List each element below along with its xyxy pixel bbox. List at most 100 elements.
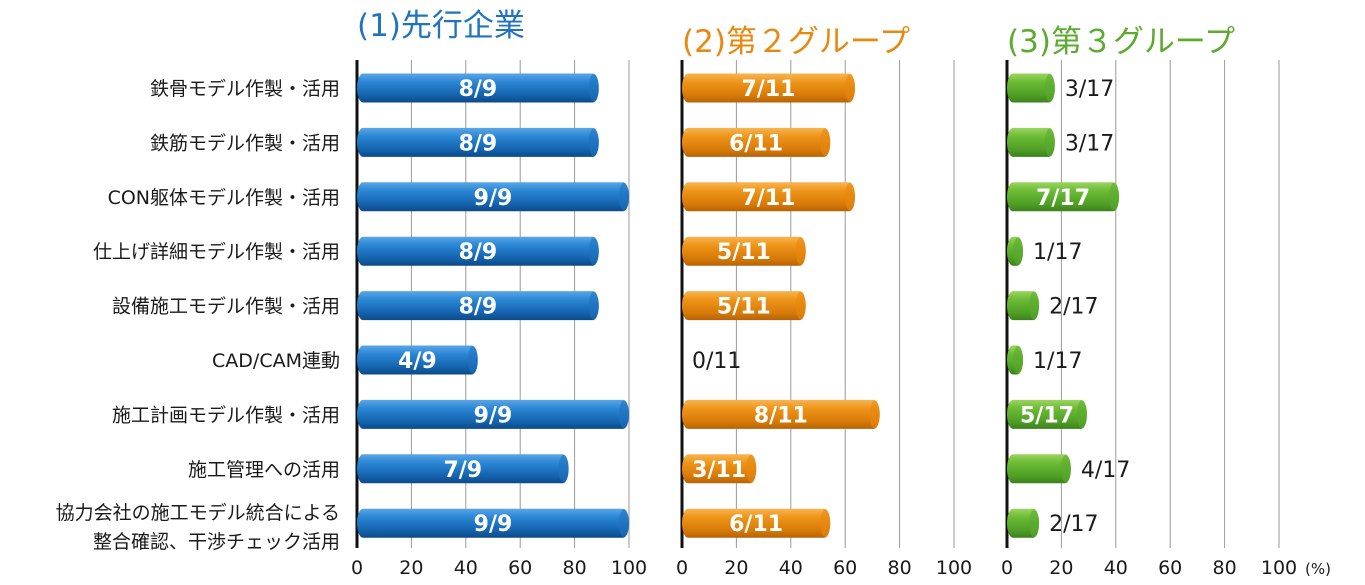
bar-data-label: 7/9 <box>443 458 482 483</box>
x-tick-label: 60 <box>833 557 857 579</box>
bar-end-cap <box>619 509 629 538</box>
bar-end-cap <box>588 74 599 102</box>
bar-end-cap <box>1060 454 1071 483</box>
bar-data-label: 9/9 <box>474 403 513 428</box>
bar <box>357 454 569 484</box>
category-label: 施工管理への活用 <box>188 459 340 481</box>
x-tick-label: 80 <box>1213 557 1237 579</box>
bar <box>682 399 880 429</box>
bar-data-label: 4/9 <box>398 349 437 374</box>
bar-end-cap <box>844 182 855 211</box>
x-unit-label: (%) <box>1305 560 1331 578</box>
bar-end-cap <box>558 454 569 483</box>
bar-end-cap <box>619 182 629 211</box>
bar <box>1007 182 1120 212</box>
bar-data-label: 5/11 <box>717 295 771 320</box>
bar <box>357 508 629 538</box>
x-tick-label: 20 <box>1049 557 1073 579</box>
bar-end-cap <box>795 237 806 266</box>
bar <box>1007 399 1087 429</box>
bar-end-cap <box>869 400 880 429</box>
bar-end-cap <box>588 291 599 320</box>
bar-data-label: 2/17 <box>1049 512 1098 537</box>
bar-end-cap <box>1013 346 1024 374</box>
bar-data-label: 7/11 <box>742 186 796 211</box>
bar <box>357 345 478 375</box>
bar-end-cap <box>588 237 599 266</box>
bar <box>357 182 629 212</box>
x-tick-label: 0 <box>351 557 363 579</box>
bar-data-label: 9/9 <box>474 186 513 211</box>
category-label: 施工計画モデル作製・活用 <box>112 404 340 426</box>
bar-end-cap <box>844 74 855 102</box>
bar-end-cap <box>746 454 757 483</box>
bar <box>357 236 599 266</box>
bar-data-label: 1/17 <box>1033 240 1082 265</box>
legend-entry: (1)先行企業 <box>357 8 525 44</box>
x-tick-label: 0 <box>676 557 688 579</box>
bar-end-cap <box>1029 291 1040 320</box>
bar-end-cap <box>588 128 599 157</box>
bar <box>682 508 831 538</box>
x-tick-label: 20 <box>399 557 423 579</box>
bar <box>682 73 855 103</box>
bar-data-label: 2/17 <box>1049 295 1098 320</box>
bar <box>682 291 806 321</box>
bar-end-cap <box>1109 182 1120 211</box>
bar-end-cap <box>619 400 629 429</box>
x-tick-label: 0 <box>1001 557 1013 579</box>
bar-data-label: 8/9 <box>459 77 498 102</box>
bar <box>357 291 599 321</box>
bar-data-label: 0/11 <box>692 349 741 374</box>
category-label: 仕上げ詳細モデル作製・活用 <box>93 241 340 263</box>
bar-data-label: 7/17 <box>1036 186 1090 211</box>
bar-data-label: 3/11 <box>692 458 746 483</box>
x-tick-label: 20 <box>724 557 748 579</box>
bar-data-label: 4/17 <box>1081 458 1130 483</box>
bar-data-label: 3/17 <box>1065 77 1114 102</box>
bar <box>682 182 855 212</box>
bar-end-cap <box>467 346 478 374</box>
bar-data-label: 6/11 <box>729 131 783 156</box>
x-tick-label: 60 <box>1158 557 1182 579</box>
bar <box>1007 127 1055 157</box>
bar-data-label: 8/9 <box>459 131 498 156</box>
x-tick-label: 100 <box>936 557 972 579</box>
bar-end-cap <box>1044 74 1055 102</box>
bar <box>357 127 599 157</box>
bar-end-cap <box>1029 509 1040 538</box>
x-tick-label: 80 <box>563 557 587 579</box>
bar-end-cap <box>1076 400 1087 429</box>
x-tick-label: 40 <box>779 557 803 579</box>
bars-layer <box>357 73 1120 538</box>
legend-entry: (2)第２グループ <box>682 24 910 60</box>
x-tick-label: 80 <box>888 557 912 579</box>
bar-data-label: 8/11 <box>754 403 808 428</box>
category-label: 鉄骨モデル作製・活用 <box>150 78 340 100</box>
x-tick-label: 40 <box>454 557 478 579</box>
bar <box>682 127 831 157</box>
bar-data-label: 1/17 <box>1033 349 1082 374</box>
x-tick-label: 100 <box>611 557 647 579</box>
bar <box>357 73 599 103</box>
legend-entry: (3)第３グループ <box>1007 24 1235 60</box>
bar-data-label: 3/17 <box>1065 131 1114 156</box>
bar-data-label: 8/9 <box>459 295 498 320</box>
bar-end-cap <box>795 291 806 320</box>
category-label: 鉄筋モデル作製・活用 <box>150 132 340 154</box>
category-label: 設備施工モデル作製・活用 <box>112 296 340 318</box>
category-label: CAD/CAM連動 <box>212 350 340 372</box>
bar-data-label: 5/11 <box>717 240 771 265</box>
bar-data-label: 7/11 <box>742 77 796 102</box>
bar-data-label: 8/9 <box>459 240 498 265</box>
category-label: CON躯体モデル作製・活用 <box>108 187 340 209</box>
bar-end-cap <box>820 509 831 538</box>
bar-data-label: 9/9 <box>474 512 513 537</box>
x-tick-label: 100 <box>1261 557 1297 579</box>
bar-data-label: 6/11 <box>729 512 783 537</box>
bar <box>357 399 629 429</box>
category-label: 協力会社の施工モデル統合による整合確認、干渉チェック活用 <box>56 502 340 553</box>
x-tick-label: 60 <box>508 557 532 579</box>
bar <box>682 454 757 484</box>
